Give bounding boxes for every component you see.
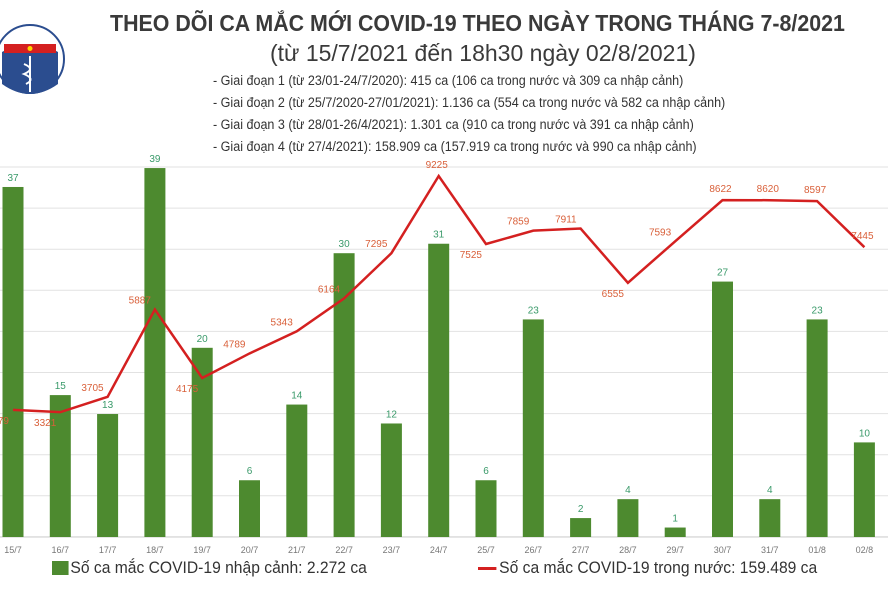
x-tick-label: 18/7 [146,545,164,555]
legend-item-imported: Số ca mắc COVID-19 nhập cảnh: 2.272 ca [52,558,367,578]
x-tick-label: 17/7 [99,545,117,555]
bar-label: 30 [339,239,351,250]
line-point-label: 5343 [271,317,294,328]
bar-label: 1 [672,514,678,525]
line-point-label: 8622 [709,184,732,195]
bar-label: 6 [483,466,489,477]
line-point-label: 7593 [649,227,672,238]
x-tick-label: 23/7 [383,545,401,555]
bar-label: 20 [197,334,209,345]
line-point-label: 7445 [851,231,874,242]
line-point-label: 9225 [426,160,449,171]
line-point-label: 3705 [81,383,104,394]
x-tick-label: 25/7 [477,545,495,555]
bar-20/7 [239,480,260,537]
bar-swatch-icon [52,561,69,575]
x-tick-label: 21/7 [288,545,306,555]
bar-label: 4 [625,485,631,496]
bar-17/7 [97,414,119,537]
ministry-of-health-logo [0,24,65,94]
page-title: THEO DÕI CA MẮC MỚI COVID-19 THEO NGÀY T… [110,10,845,36]
bar-01/8 [806,319,828,537]
bar-24/7 [428,243,450,538]
x-tick-label: 29/7 [666,545,684,555]
note-phase-1: - Giai đoạn 1 (từ 23/01-24/7/2020): 415 … [213,73,684,88]
bar-22/7 [333,253,355,537]
bar-27/7 [570,518,592,537]
legend-label-domestic: Số ca mắc COVID-19 trong nước: 159.489 c… [499,558,818,577]
line-point-label: 7859 [507,217,530,228]
line-point-label: 5887 [129,296,152,307]
bar-28/7 [617,499,639,537]
x-tick-label: 16/7 [52,545,70,555]
bar-15/7 [2,186,24,538]
line-point-label: 3321 [34,418,57,429]
line-point-label: 8620 [757,184,780,195]
bar-label: 14 [291,391,303,402]
bar-19/7 [191,347,213,537]
bar-label: 23 [812,305,824,316]
bar-21/7 [286,404,308,537]
bar-29/7 [664,527,686,537]
x-tick-label: 27/7 [572,545,590,555]
bar-label: 37 [7,173,19,184]
x-tick-label: 19/7 [193,545,211,555]
x-tick-label: 26/7 [525,545,543,555]
x-tick-label: 02/8 [856,545,874,555]
line-point-label: 6555 [602,289,625,300]
bar-23/7 [380,423,402,537]
x-tick-label: 31/7 [761,545,779,555]
bar-02/8 [853,442,875,537]
bar-label: 31 [433,230,445,241]
x-tick-label: 15/7 [4,545,22,555]
line-point-label: 3379 [0,416,9,427]
line-point-label: 7295 [365,239,388,250]
bar-18/7 [144,168,166,537]
x-tick-label: 20/7 [241,545,259,555]
bar-label: 12 [386,409,398,420]
bar-label: 10 [859,428,871,439]
page-subtitle: (từ 15/7/2021 đến 18h30 ngày 02/8/2021) [270,40,696,66]
line-point-label: 7911 [555,215,577,226]
line-swatch-icon [478,566,497,570]
note-phase-3: - Giai đoạn 3 (từ 28/01-26/4/2021): 1.30… [213,117,694,132]
bar-30/7 [712,281,733,537]
x-tick-label: 22/7 [335,545,353,555]
line-point-label: 6164 [318,284,341,295]
bar-16/7 [49,395,71,537]
bar-label: 13 [102,400,114,411]
legend-label-imported: Số ca mắc COVID-19 nhập cảnh: 2.272 ca [70,558,367,577]
bar-label: 39 [149,154,161,165]
chart-area: 3715/71516/71317/73918/72019/7620/71421/… [0,154,888,555]
line-point-label: 4789 [223,339,246,350]
bar-label: 23 [528,305,540,316]
line-point-label: 7525 [460,250,483,261]
x-tick-label: 30/7 [714,545,732,555]
bar-label: 2 [578,504,584,515]
x-tick-label: 01/8 [808,545,826,555]
x-tick-label: 28/7 [619,545,637,555]
legend-item-domestic: Số ca mắc COVID-19 trong nước: 159.489 c… [478,558,817,578]
bar-26/7 [522,319,544,537]
note-phase-4: - Giai đoạn 4 (từ 27/4/2021): 158.909 ca… [213,139,697,154]
domestic-cases-line [12,173,866,414]
line-point-label: 8597 [804,185,827,196]
bar-25/7 [475,480,497,537]
bar-31/7 [759,499,781,537]
line-point-label: 4175 [176,384,199,395]
note-phase-2: - Giai đoạn 2 (từ 25/7/2020-27/01/2021):… [213,95,726,110]
bar-label: 27 [717,268,729,279]
bar-label: 4 [767,485,773,496]
bar-label: 6 [247,466,253,477]
x-tick-label: 24/7 [430,545,448,555]
bar-label: 15 [55,381,67,392]
